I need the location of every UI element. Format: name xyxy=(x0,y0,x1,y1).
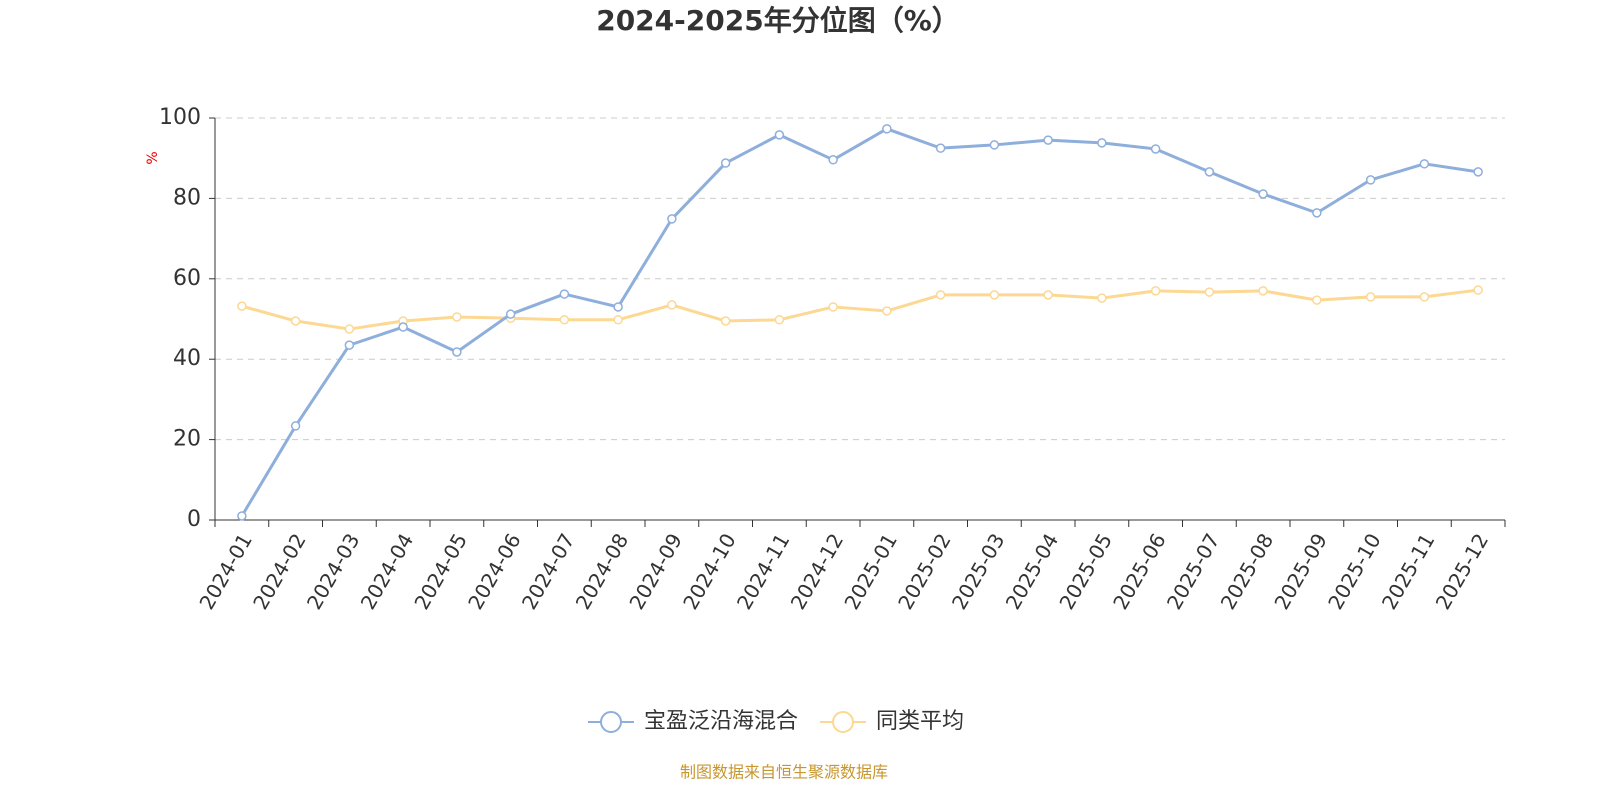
data-point xyxy=(935,290,946,300)
data-point xyxy=(452,347,462,357)
series-line xyxy=(240,127,1479,517)
data-point xyxy=(1097,293,1107,303)
data-point xyxy=(1150,286,1161,296)
data-point xyxy=(1258,189,1268,199)
data-point xyxy=(935,143,946,153)
data-point xyxy=(1419,292,1430,302)
source-note: 制图数据来自恒生聚源数据库 xyxy=(680,763,888,782)
data-point xyxy=(1365,175,1376,185)
data-point xyxy=(613,315,623,325)
data-point xyxy=(1312,295,1322,305)
data-point xyxy=(1043,290,1053,300)
data-point xyxy=(237,511,247,521)
data-point xyxy=(559,289,570,299)
data-point xyxy=(1043,135,1053,145)
legend-marker xyxy=(600,711,622,733)
legend-item: 同类平均 xyxy=(820,709,964,734)
data-point xyxy=(720,316,731,326)
data-point xyxy=(1097,138,1107,148)
y-tick-label: 0 xyxy=(187,507,201,532)
data-point xyxy=(344,340,355,350)
data-point xyxy=(1419,159,1430,169)
y-tick-label: 20 xyxy=(173,427,201,452)
legend-label: 同类平均 xyxy=(876,709,964,734)
chart-title: 2024-2025年分位图（%） xyxy=(596,4,960,37)
data-point xyxy=(1150,144,1161,154)
legend-item: 宝盈泛沿海混合 xyxy=(588,709,798,734)
y-axis-label: % xyxy=(145,151,161,164)
data-point xyxy=(989,290,1000,300)
data-point xyxy=(989,140,1000,150)
data-point xyxy=(1473,167,1483,177)
data-point xyxy=(505,309,516,319)
data-point xyxy=(774,130,785,140)
data-point xyxy=(344,324,355,334)
legend-label: 宝盈泛沿海混合 xyxy=(644,709,798,734)
data-point xyxy=(290,421,301,431)
data-point xyxy=(667,214,677,224)
data-point xyxy=(290,316,301,326)
x-tick-label: 2025-12 xyxy=(1431,529,1494,613)
data-point xyxy=(828,302,838,312)
data-point xyxy=(452,312,462,322)
data-point xyxy=(398,322,408,332)
y-tick-label: 60 xyxy=(173,266,201,291)
data-point xyxy=(1365,292,1376,302)
data-point xyxy=(667,300,677,310)
data-point xyxy=(1204,287,1215,297)
data-point xyxy=(1258,286,1268,296)
y-tick-label: 100 xyxy=(159,105,201,130)
data-point xyxy=(720,158,731,168)
data-point xyxy=(1473,285,1483,295)
y-tick-label: 80 xyxy=(173,185,201,210)
data-point xyxy=(828,155,838,165)
data-point xyxy=(774,315,785,325)
data-point xyxy=(882,124,892,134)
legend-marker xyxy=(832,711,855,733)
data-point xyxy=(559,315,570,325)
data-point xyxy=(1204,167,1215,177)
series-line xyxy=(241,288,1479,331)
data-point xyxy=(237,301,247,311)
data-point xyxy=(613,302,623,312)
y-tick-label: 40 xyxy=(173,346,201,371)
data-point xyxy=(1312,208,1322,218)
data-point xyxy=(882,306,892,316)
